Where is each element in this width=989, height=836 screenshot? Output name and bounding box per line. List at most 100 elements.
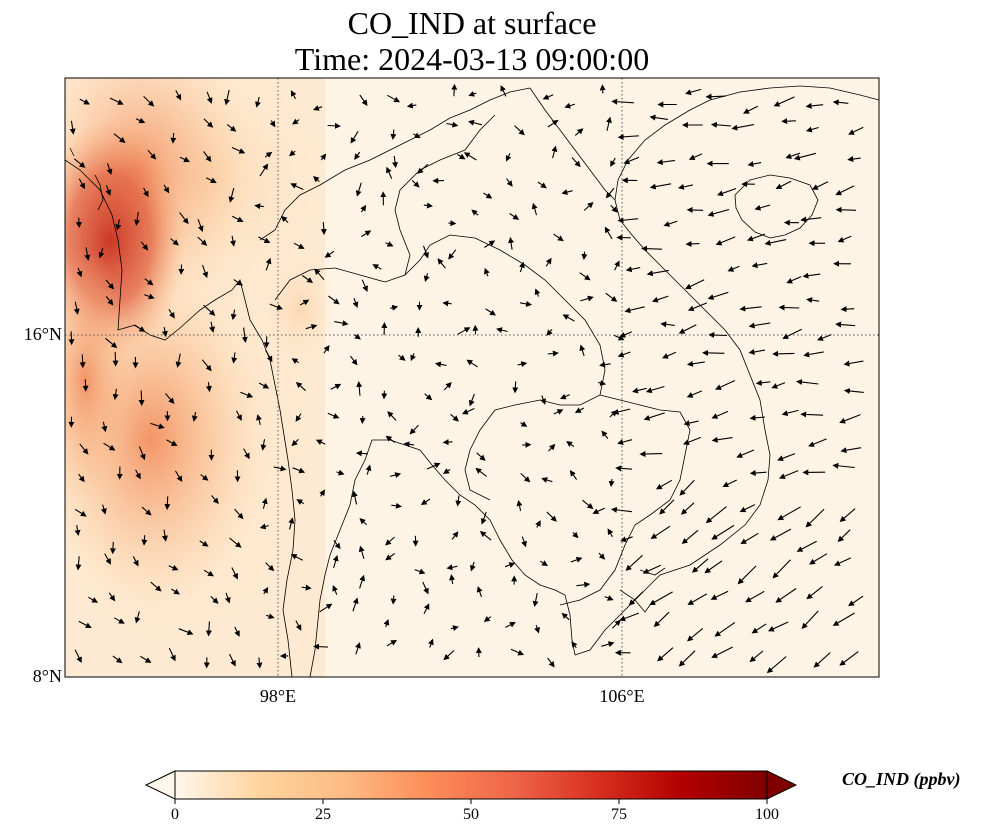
wind-vector bbox=[737, 565, 757, 585]
wind-vector bbox=[105, 279, 115, 290]
wind-vector bbox=[650, 525, 671, 540]
wind-vector bbox=[301, 584, 312, 591]
wind-vector bbox=[231, 146, 246, 154]
wind-vector bbox=[68, 331, 75, 346]
wind-vector bbox=[663, 220, 678, 227]
wind-vector bbox=[448, 249, 457, 260]
wind-vector bbox=[230, 235, 236, 247]
wind-vector bbox=[254, 203, 264, 210]
wind-vector bbox=[265, 257, 272, 271]
wind-vector bbox=[496, 327, 508, 334]
wind-vector bbox=[746, 233, 766, 242]
wind-vector bbox=[359, 94, 368, 106]
wind-vector bbox=[685, 240, 700, 247]
colorbar-label: CO_IND (ppbv) bbox=[842, 769, 961, 789]
wind-vector bbox=[446, 564, 458, 571]
wind-vector bbox=[520, 472, 531, 483]
wind-vector bbox=[234, 626, 240, 637]
wind-vector bbox=[288, 150, 296, 157]
wind-vector bbox=[571, 641, 578, 649]
wind-vector bbox=[754, 204, 771, 211]
wind-vector bbox=[106, 163, 113, 176]
wind-vector bbox=[678, 324, 697, 334]
wind-vector bbox=[293, 242, 305, 249]
wind-vector bbox=[480, 511, 487, 525]
wind-vector bbox=[387, 411, 397, 421]
wind-vector bbox=[564, 102, 576, 109]
wind-vector bbox=[305, 324, 318, 330]
wind-vector bbox=[612, 408, 631, 415]
wind-vector bbox=[442, 468, 451, 474]
colorbar-tick-label-75: 75 bbox=[611, 806, 627, 823]
wind-vector bbox=[551, 145, 558, 159]
wind-vector bbox=[805, 508, 825, 528]
wind-vector bbox=[547, 350, 559, 357]
wind-vector bbox=[715, 236, 736, 246]
wind-vector bbox=[313, 175, 320, 183]
wind-vector bbox=[832, 462, 855, 469]
wind-vector bbox=[385, 435, 396, 443]
wind-vector bbox=[330, 383, 342, 390]
wind-vector bbox=[772, 350, 795, 357]
wind-vector bbox=[108, 592, 116, 602]
wind-vector bbox=[406, 102, 417, 109]
wind-vector bbox=[74, 649, 82, 663]
wind-vector bbox=[260, 439, 267, 451]
wind-vector bbox=[115, 219, 122, 231]
wind-vector bbox=[138, 390, 145, 406]
lat-tick-label-16: 16°N bbox=[23, 324, 62, 344]
wind-vector bbox=[201, 264, 208, 279]
wind-vector bbox=[372, 264, 382, 270]
wind-vector bbox=[109, 541, 116, 555]
wind-vector bbox=[777, 453, 796, 462]
wind-vector bbox=[426, 462, 441, 470]
wind-vector bbox=[389, 472, 402, 478]
wind-vector bbox=[301, 275, 314, 284]
wind-vector bbox=[839, 414, 861, 424]
wind-vector bbox=[229, 653, 236, 667]
wind-vector bbox=[516, 499, 523, 512]
wind-vector bbox=[813, 652, 831, 668]
lon-tick-label-98: 98°E bbox=[259, 686, 297, 706]
wind-vector bbox=[662, 351, 677, 359]
wind-vector bbox=[612, 619, 621, 629]
wind-vector bbox=[566, 441, 575, 447]
wind-vector bbox=[211, 495, 219, 504]
wind-vector bbox=[680, 502, 695, 515]
wind-vector bbox=[542, 94, 554, 100]
wind-vector bbox=[386, 166, 393, 179]
wind-vector bbox=[625, 266, 641, 273]
wind-vector bbox=[230, 309, 237, 321]
colorbar bbox=[144, 770, 798, 804]
wind-vector bbox=[705, 506, 727, 524]
map-frame bbox=[64, 77, 880, 678]
wind-vector bbox=[383, 619, 390, 628]
wind-vector bbox=[411, 180, 420, 188]
wind-vector bbox=[800, 216, 822, 223]
wind-vector bbox=[691, 558, 709, 573]
wind-vector bbox=[240, 391, 254, 398]
wind-vector bbox=[74, 524, 81, 537]
wind-vector bbox=[601, 430, 609, 439]
wind-vector bbox=[168, 309, 175, 319]
wind-vector bbox=[290, 554, 303, 561]
wind-vector bbox=[755, 379, 771, 386]
wind-vector bbox=[409, 424, 419, 435]
wind-vector bbox=[631, 387, 647, 394]
wind-vector bbox=[224, 592, 231, 604]
wind-vector bbox=[327, 412, 340, 419]
wind-vector bbox=[749, 650, 764, 663]
wind-vector bbox=[531, 202, 538, 216]
wind-vector bbox=[579, 272, 591, 281]
wind-vector bbox=[793, 152, 817, 161]
wind-vector bbox=[660, 321, 675, 328]
wind-vector bbox=[607, 528, 614, 538]
wind-vector bbox=[743, 105, 759, 114]
wind-vector bbox=[532, 593, 539, 608]
wind-vector bbox=[269, 120, 276, 128]
wind-vector bbox=[233, 279, 244, 286]
wind-vector bbox=[69, 120, 76, 135]
wind-vector bbox=[319, 489, 326, 497]
wind-vector bbox=[205, 177, 217, 184]
wind-vector bbox=[506, 178, 513, 187]
